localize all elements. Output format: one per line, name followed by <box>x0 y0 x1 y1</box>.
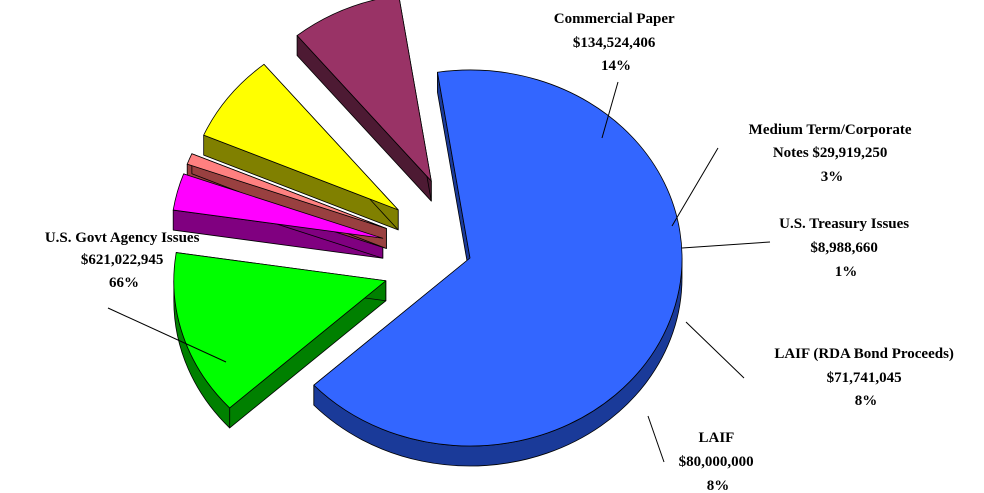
label-laif: LAIF $80,000,000 8% <box>679 430 758 493</box>
slice-laif <box>296 0 432 182</box>
label-treasury-issues: U.S. Treasury Issues $8,988,660 1% <box>779 216 913 280</box>
slice-govt <box>313 69 683 447</box>
leader-line-govt <box>107 307 227 363</box>
leader-line-mtn <box>671 147 719 227</box>
slice-laif-rda <box>203 63 399 211</box>
slice-medium-term-notes <box>172 173 384 239</box>
leader-line-treasury <box>681 241 771 249</box>
label-commercial-paper: Commercial Paper $134,524,406 14% <box>554 11 678 74</box>
leader-lines <box>107 81 771 463</box>
slice-commercial-paper <box>173 252 387 409</box>
leader-line-laif <box>647 415 665 463</box>
label-medium-term-notes: Medium Term/Corporate Notes $29,919,250 … <box>749 122 916 185</box>
pie-slices <box>172 0 683 467</box>
leader-line-laif-rda <box>685 321 745 379</box>
slice-treasury-issues <box>186 153 387 229</box>
label-laif-rda: LAIF (RDA Bond Proceeds) $71,741,045 8% <box>774 346 957 409</box>
label-govt: U.S. Govt Agency Issues $621,022,945 66% <box>45 230 203 291</box>
leader-line-cp <box>601 81 619 139</box>
